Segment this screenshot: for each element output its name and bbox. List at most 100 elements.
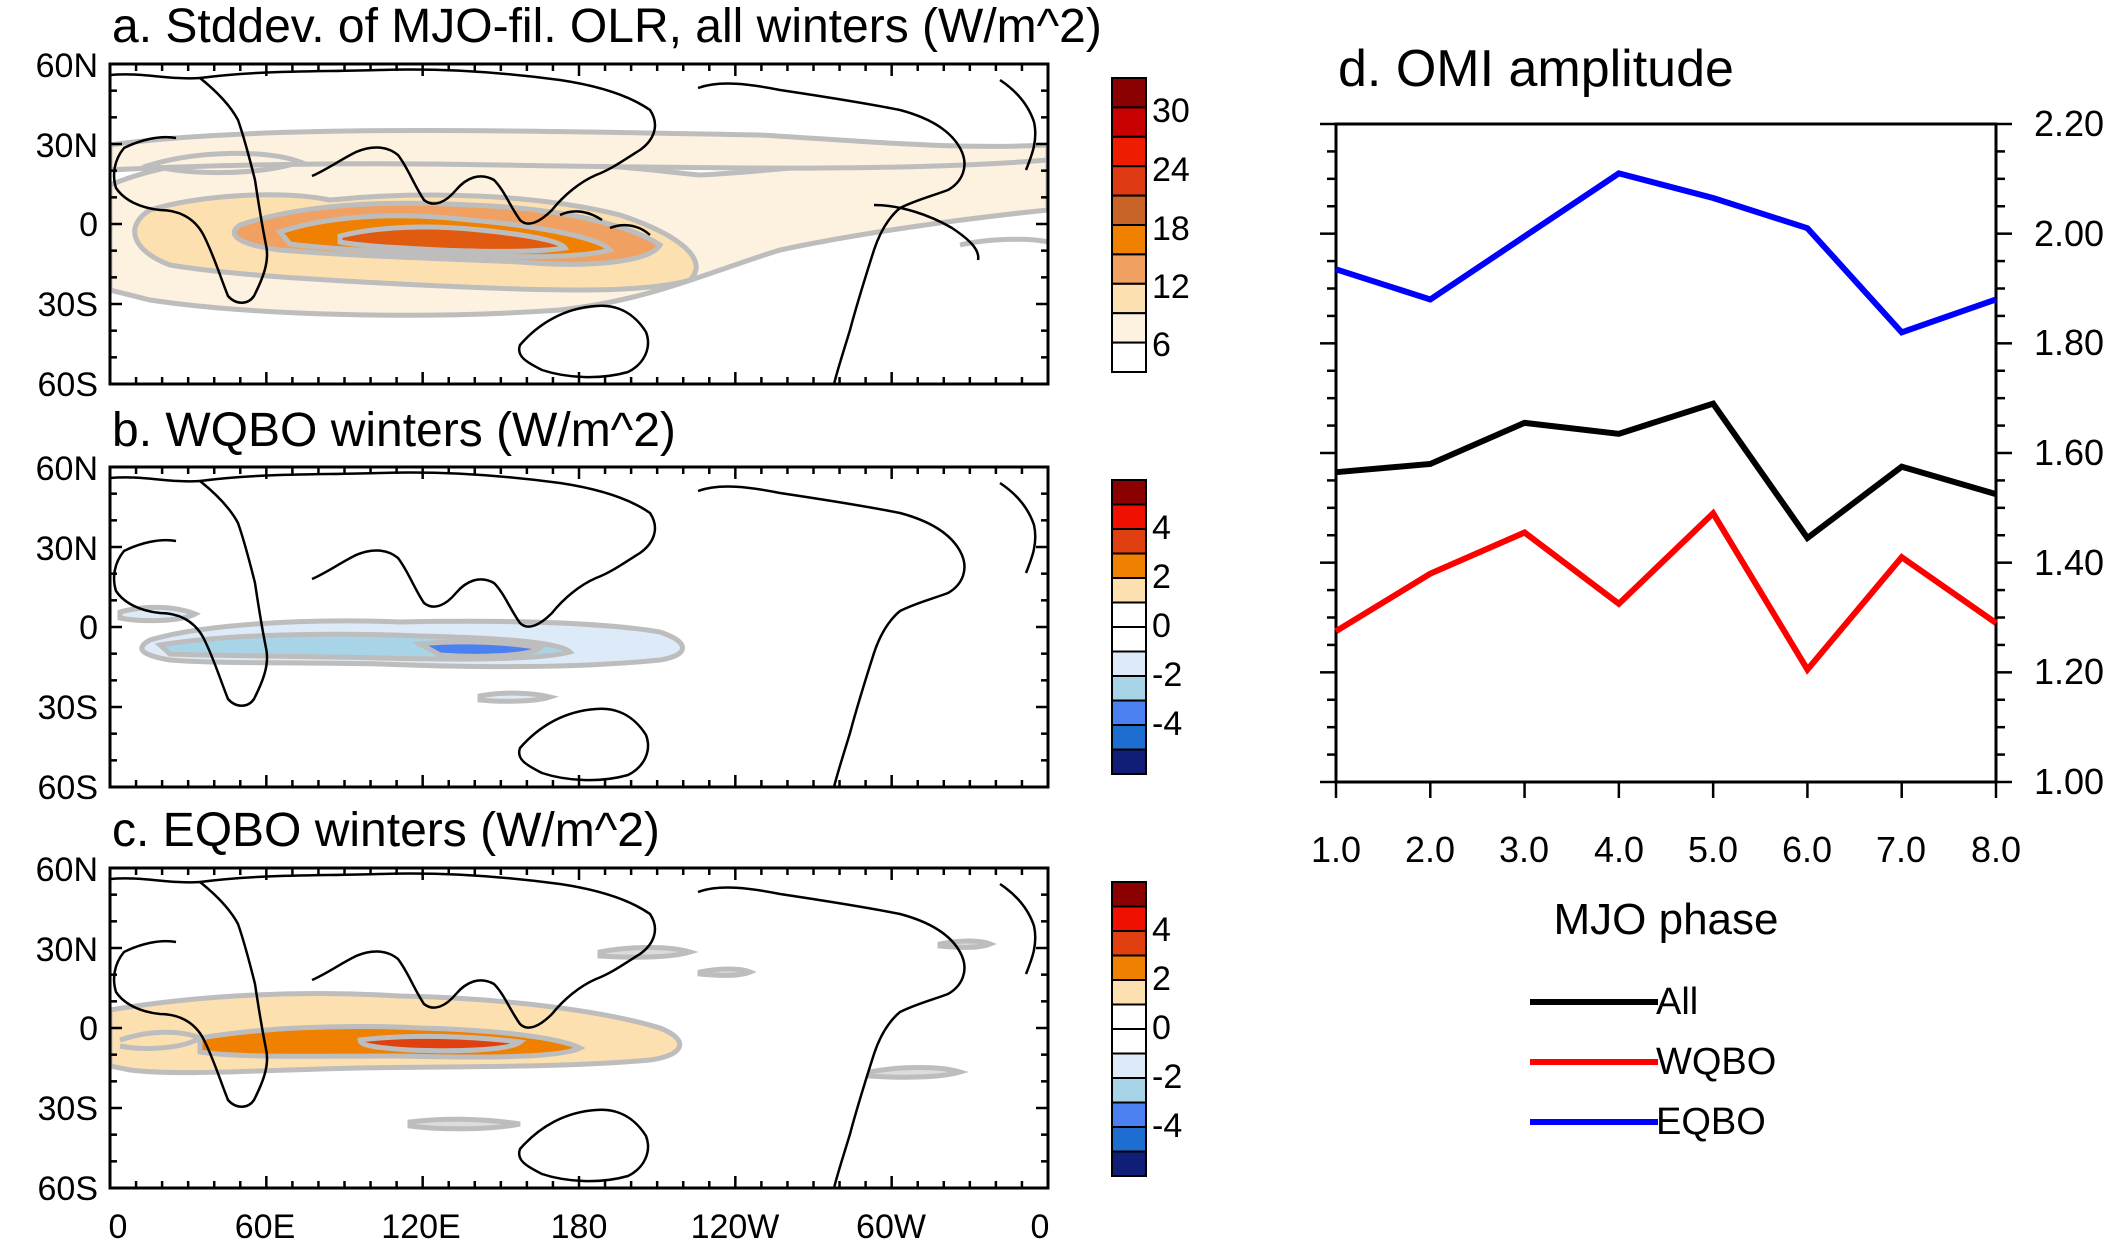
colorbar-box — [1111, 979, 1147, 1006]
panel-b-shading — [117, 604, 685, 704]
panel-a-lat-labels: 60N 30N 0 30S 60S — [36, 47, 98, 404]
colorbar-box — [1111, 1003, 1147, 1030]
colorbar-box — [1111, 724, 1147, 751]
colorbar-label: 30 — [1152, 92, 1190, 130]
y-tick-label: 2.00 — [2034, 213, 2104, 254]
panel-c-coastlines — [110, 872, 1037, 1188]
data-point-all — [1618, 433, 1620, 435]
panel-a-shading — [110, 128, 1048, 318]
colorbar-box — [1111, 106, 1147, 138]
y-tick-label: 1.80 — [2034, 322, 2104, 363]
chart-legend: All WQBO EQBO — [1530, 981, 1776, 1143]
panel-b-coastlines — [110, 471, 1037, 787]
series-line-eqbo — [1335, 170, 1997, 336]
chart-ticks — [1320, 122, 2012, 798]
chart-x-tick-labels: 1.0 2.0 3.0 4.0 5.0 6.0 7.0 8.0 — [1311, 829, 2021, 870]
colorbar-box — [1111, 954, 1147, 981]
data-point-eqbo — [1806, 227, 1808, 229]
data-point-wqbo — [1524, 532, 1526, 534]
colorbar-box — [1111, 699, 1147, 726]
lon-label: 60E — [235, 1208, 296, 1246]
panel-c-lat-labels: 60N 30N 0 30S 60S — [36, 851, 98, 1208]
colorbar-box — [1111, 253, 1147, 285]
contour-small-south — [477, 690, 559, 704]
panel-b-title: b. WQBO winters (W/m^2) — [112, 404, 676, 457]
colorbar-box — [1111, 881, 1147, 908]
colorbar-box — [1111, 312, 1147, 344]
lon-label: 60W — [856, 1208, 926, 1246]
lat-label: 30N — [36, 530, 98, 568]
colorbar-label: 4 — [1152, 911, 1171, 949]
panel-c: c. EQBO winters (W/m^2) — [36, 804, 1183, 1246]
lon-label: 180 — [551, 1208, 608, 1246]
panel-c-shading — [110, 938, 997, 1132]
panel-a: a. Stddev. of MJO-fil. OLR, all winters … — [36, 0, 1190, 404]
map-ticks — [108, 62, 1050, 1190]
colorbar-box — [1111, 1101, 1147, 1128]
colorbar-box — [1111, 528, 1147, 555]
lat-label: 60S — [38, 769, 99, 807]
data-point-eqbo — [1618, 172, 1620, 174]
y-tick-label: 1.00 — [2034, 761, 2104, 802]
legend-label-wqbo: WQBO — [1656, 1041, 1776, 1083]
lon-label: 0 — [109, 1208, 128, 1246]
colorbar-label: 12 — [1152, 268, 1190, 306]
colorbar-box — [1111, 1028, 1147, 1055]
contour-atlantic-n — [937, 938, 997, 950]
colorbar-box — [1111, 1077, 1147, 1104]
lat-label: 30N — [36, 931, 98, 969]
colorbar-box — [1111, 479, 1147, 506]
x-tick-label: 7.0 — [1876, 829, 1926, 870]
legend-label-all: All — [1656, 981, 1698, 1023]
data-point-eqbo — [1995, 298, 1997, 300]
data-point-all — [1901, 466, 1903, 468]
contour-30 — [337, 224, 570, 254]
contour-south-pacific — [407, 1116, 521, 1132]
panel-c-title: c. EQBO winters (W/m^2) — [112, 804, 660, 857]
colorbar-box — [1111, 165, 1147, 197]
contour-west-ring — [119, 1029, 206, 1051]
colorbar-label: 2 — [1152, 558, 1171, 596]
y-tick-label: 2.20 — [2034, 103, 2104, 144]
chart-series — [1334, 170, 1998, 675]
lat-label: 30S — [38, 1090, 99, 1128]
lat-label: 60S — [38, 1170, 99, 1208]
data-point-eqbo — [1335, 268, 1337, 270]
colorbar-label: -2 — [1152, 656, 1182, 694]
colorbar-box — [1111, 650, 1147, 677]
series-line-all — [1335, 400, 1997, 543]
colorbar-box — [1111, 341, 1147, 374]
data-point-all — [1995, 493, 1997, 495]
chart-title: d. OMI amplitude — [1338, 40, 1734, 98]
colorbar-box — [1111, 748, 1147, 775]
lat-label: 60N — [36, 450, 98, 488]
data-point-eqbo — [1901, 331, 1903, 333]
x-tick-label: 1.0 — [1311, 829, 1361, 870]
data-point-eqbo — [1429, 298, 1431, 300]
lon-label: 120W — [691, 1208, 780, 1246]
data-point-all — [1524, 422, 1526, 424]
panel-d: d. OMI amplitude 2.20 2.00 1.80 1.60 1.4… — [1311, 40, 2104, 1143]
x-tick-label: 8.0 — [1971, 829, 2021, 870]
colorbar-box — [1111, 224, 1147, 256]
data-point-all — [1335, 471, 1337, 473]
lat-label: 30S — [38, 689, 99, 727]
colorbar-b-boxes — [1111, 479, 1147, 775]
colorbar-box — [1111, 1150, 1147, 1177]
data-point-wqbo — [1806, 669, 1808, 671]
y-tick-label: 1.20 — [2034, 651, 2104, 692]
data-point-wqbo — [1429, 573, 1431, 575]
x-tick-label: 5.0 — [1688, 829, 1738, 870]
data-point-wqbo — [1335, 630, 1337, 632]
panel-a-title: a. Stddev. of MJO-fil. OLR, all winters … — [112, 0, 1102, 53]
panel-a-colorbar: 30 24 18 12 6 — [1111, 77, 1190, 374]
colorbar-label: 0 — [1152, 607, 1171, 645]
colorbar-box — [1111, 577, 1147, 604]
contour-south-atlantic-c — [867, 1065, 969, 1080]
colorbar-box — [1111, 675, 1147, 702]
y-tick-label: 1.60 — [2034, 432, 2104, 473]
contour-3 — [357, 1033, 527, 1054]
lat-label: 30S — [38, 286, 99, 324]
x-tick-label: 2.0 — [1405, 829, 1455, 870]
